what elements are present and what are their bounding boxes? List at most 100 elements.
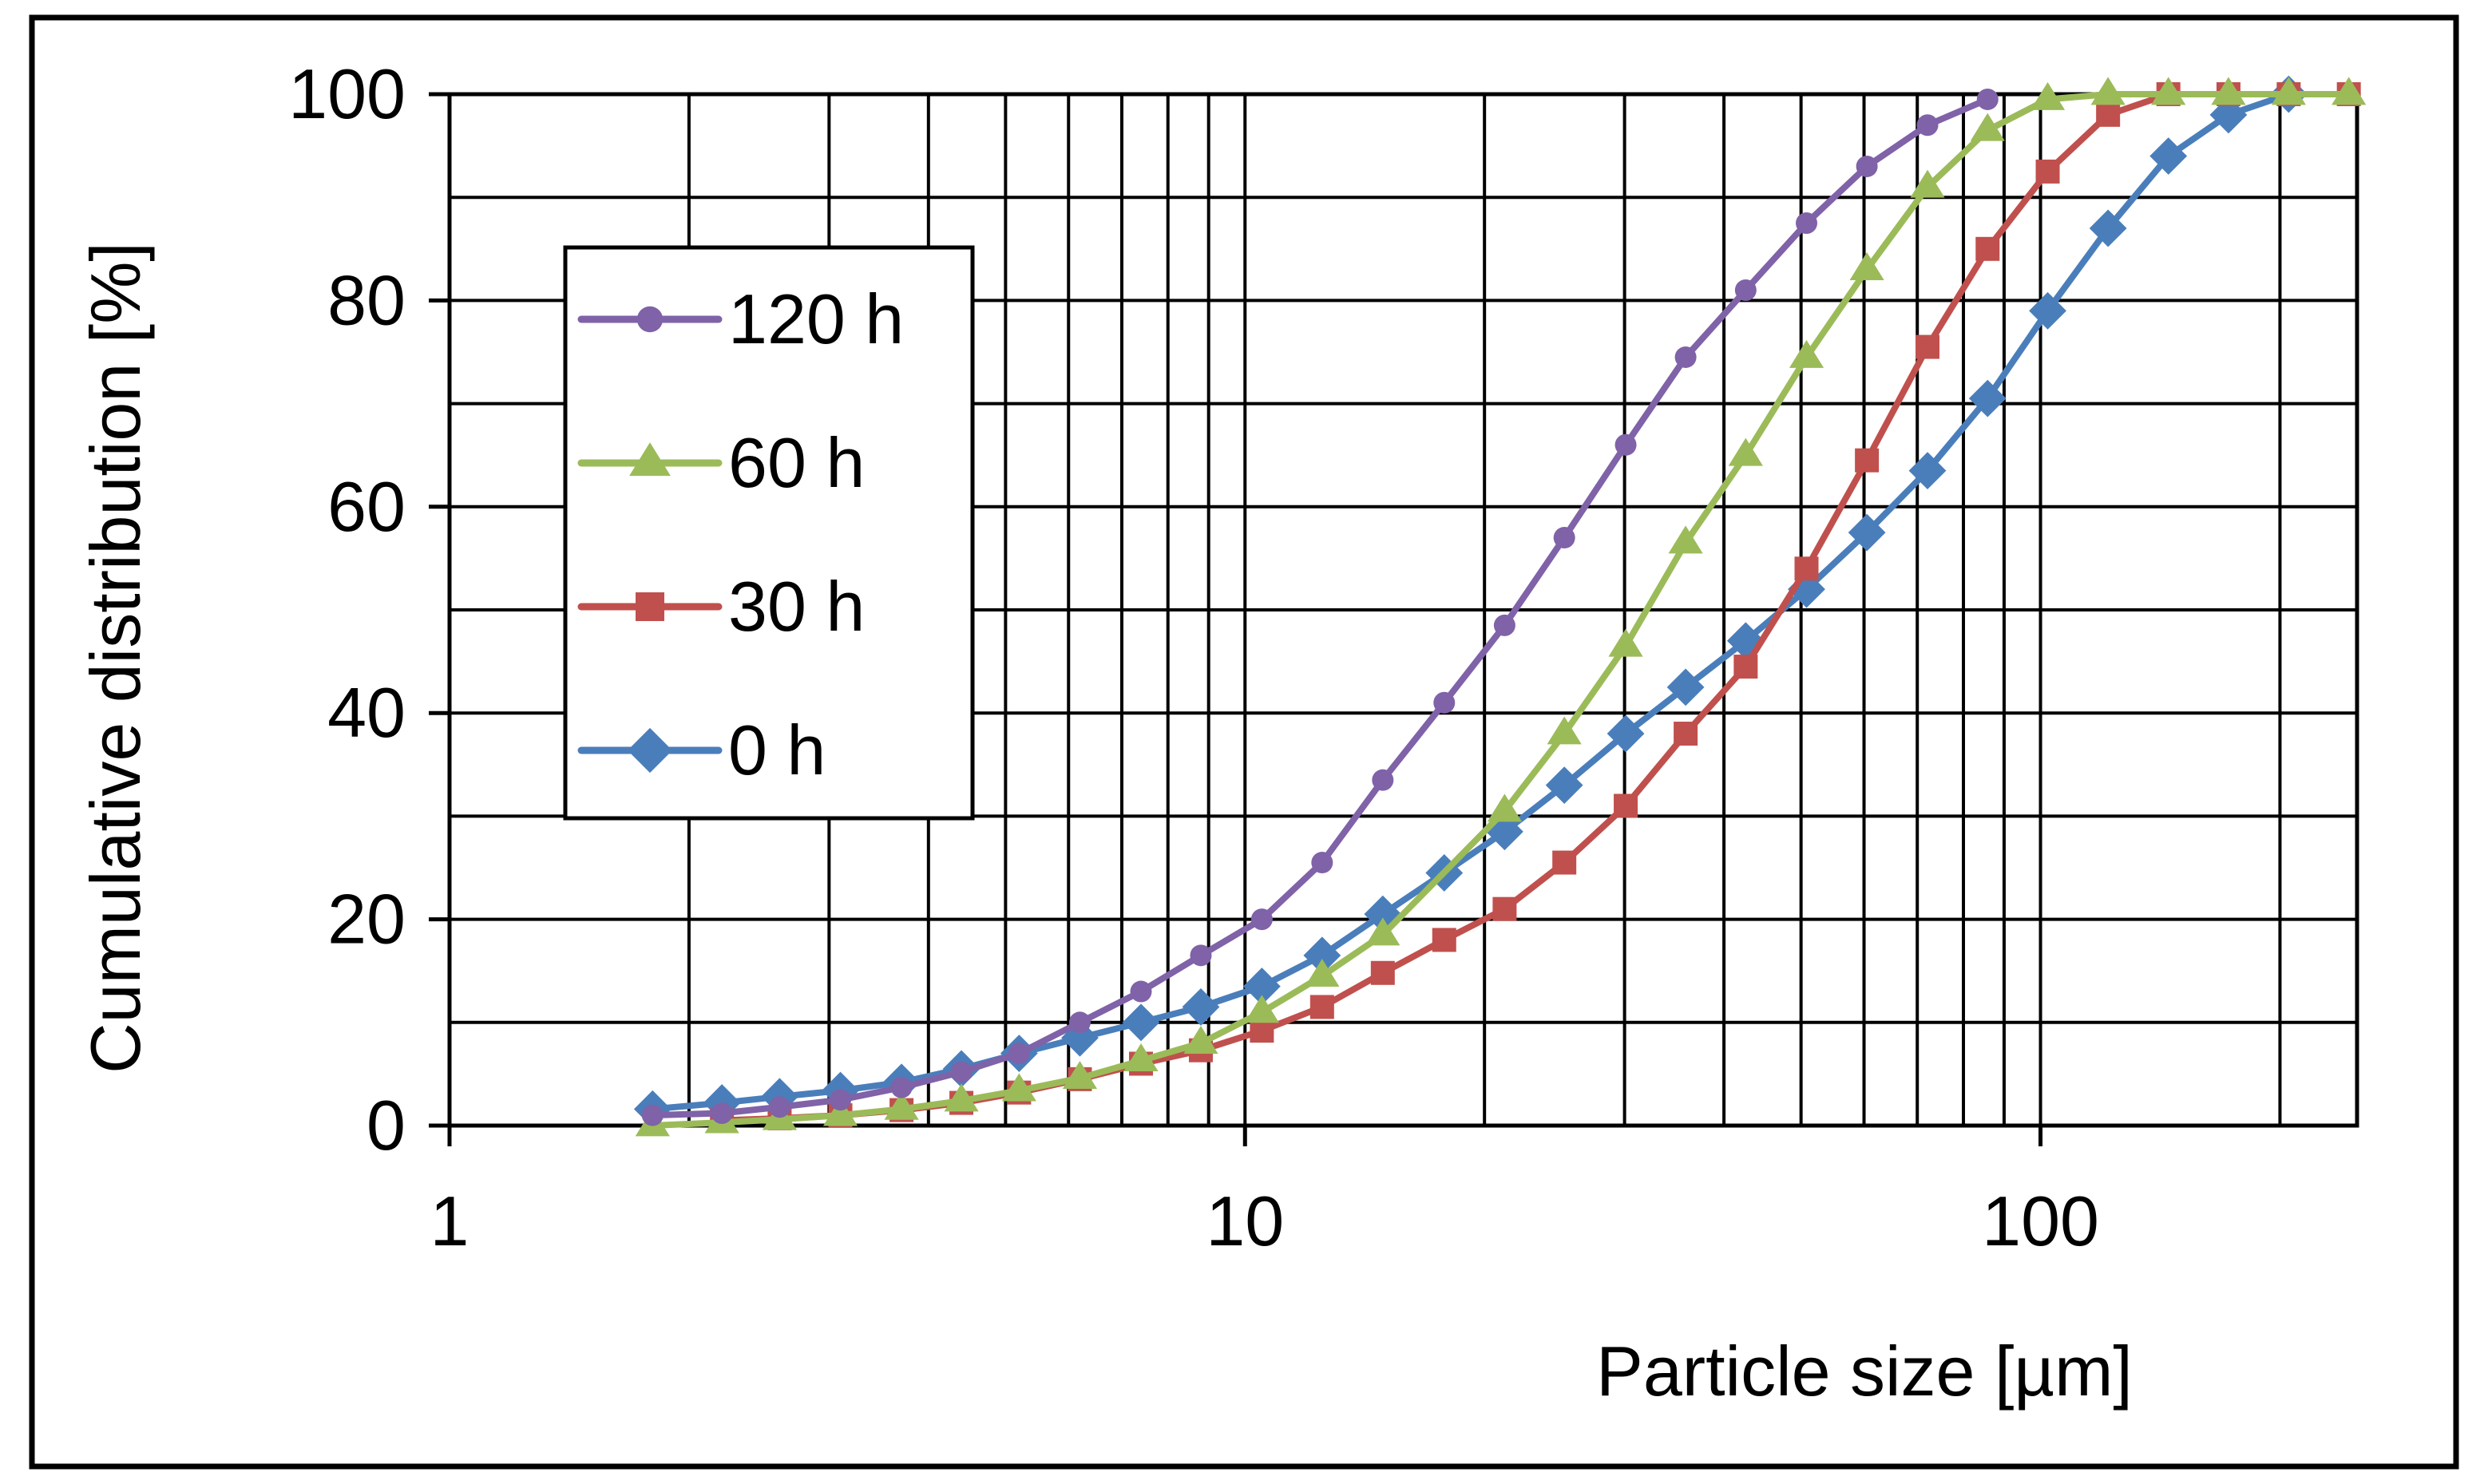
y-tick-label: 40: [327, 673, 406, 752]
data-point: [711, 1102, 733, 1124]
data-point: [2149, 137, 2188, 175]
data-point: [768, 1096, 790, 1118]
data-point: [1666, 668, 1705, 706]
data-point: [1614, 433, 1637, 456]
data-point: [1370, 960, 1395, 985]
data-point: [1552, 850, 1577, 875]
series-120-h: [641, 88, 1999, 1126]
data-point: [2089, 209, 2127, 247]
legend-label: 60 h: [728, 423, 865, 502]
data-point: [1975, 236, 2000, 261]
legend-label: 30 h: [728, 567, 865, 646]
data-point: [1614, 793, 1638, 818]
data-point: [1910, 169, 1945, 198]
data-point: [884, 1091, 919, 1120]
y-tick-label: 0: [366, 1086, 406, 1165]
data-point: [830, 1089, 852, 1111]
data-point: [950, 1061, 973, 1083]
data-point: [944, 1083, 979, 1112]
data-point: [1968, 379, 2007, 417]
data-point: [1916, 334, 1940, 359]
tick-labels: 0 20 40 60 80 100 1 10 100: [288, 54, 2099, 1260]
legend-swatch-marker: [636, 592, 664, 621]
series-line: [649, 91, 2292, 1113]
data-point: [1364, 895, 1402, 933]
data-point: [1244, 995, 1279, 1023]
data-point: [1734, 279, 1757, 301]
data-point: [1733, 655, 1758, 679]
x-axis-label: Particle size [µm]: [1596, 1332, 2133, 1411]
data-point: [1008, 1043, 1030, 1065]
data-point: [2090, 77, 2126, 105]
data-point: [1487, 793, 1522, 822]
data-point: [1794, 556, 1819, 581]
legend-swatch-marker: [629, 442, 671, 477]
data-point: [1796, 212, 1818, 234]
data-point: [2030, 81, 2066, 110]
data-point: [1493, 614, 1515, 636]
data-point: [1372, 769, 1394, 791]
data-point: [1183, 1026, 1218, 1055]
data-point: [1001, 1073, 1036, 1102]
data-point: [1674, 722, 1698, 746]
data-point: [1553, 527, 1575, 549]
data-point: [1311, 852, 1333, 874]
x-tick-label: 100: [1982, 1181, 2099, 1260]
data-point: [1970, 113, 2005, 141]
data-point: [1916, 114, 1939, 137]
data-point: [1122, 1003, 1160, 1042]
legend-swatch-marker: [627, 727, 673, 774]
data-point: [2035, 159, 2060, 184]
y-axis-label: Cumulative distribution [%]: [76, 242, 155, 1074]
data-point: [1182, 988, 1220, 1026]
data-point: [1789, 339, 1824, 368]
legend: 120 h 60 h 30 h 0 h: [563, 245, 975, 821]
data-point: [2332, 77, 2367, 105]
data-point: [2211, 77, 2246, 105]
data-point: [1433, 691, 1456, 714]
data-point: [641, 1104, 664, 1126]
data-point: [1856, 155, 1878, 177]
data-point: [2029, 291, 2066, 330]
legend-swatch-marker: [636, 306, 664, 333]
data-point: [1130, 980, 1152, 1003]
x-tick-label: 1: [430, 1181, 469, 1260]
data-point: [1250, 908, 1273, 931]
legend-label: 120 h: [728, 279, 904, 358]
data-point: [1545, 766, 1583, 805]
data-point: [1607, 714, 1645, 753]
y-tick-label: 60: [327, 467, 406, 546]
data-point: [1492, 896, 1517, 921]
data-point: [1668, 525, 1703, 554]
data-point: [1849, 252, 1884, 281]
plot-area-frame: [447, 92, 2359, 1128]
data-point: [1242, 968, 1281, 1005]
data-point: [1190, 944, 1212, 967]
legend-label: 0 h: [728, 710, 826, 789]
x-tick-label: 10: [1206, 1181, 1284, 1260]
y-tick-label: 20: [327, 880, 406, 959]
data-point: [2271, 77, 2306, 105]
data-point: [1608, 628, 1643, 657]
data-point: [1908, 452, 1947, 489]
data-point: [1365, 917, 1401, 946]
data-point: [1309, 995, 1334, 1019]
data-point: [1728, 437, 1763, 466]
data-point: [822, 1098, 858, 1126]
data-point: [1976, 88, 1999, 110]
data-point: [1726, 622, 1765, 660]
series-layer: [633, 75, 2367, 1137]
series-60-h: [635, 77, 2367, 1137]
data-point: [2151, 77, 2186, 105]
y-tick-label: 100: [288, 54, 406, 133]
data-point: [1305, 959, 1340, 987]
data-point: [2096, 102, 2121, 127]
data-point: [1432, 928, 1456, 952]
data-point: [1848, 513, 1886, 552]
series-line: [649, 91, 2352, 1129]
data-point: [1855, 448, 1880, 473]
y-tick-label: 80: [327, 260, 406, 339]
legend-box: [563, 245, 975, 821]
data-point: [1062, 1060, 1098, 1089]
